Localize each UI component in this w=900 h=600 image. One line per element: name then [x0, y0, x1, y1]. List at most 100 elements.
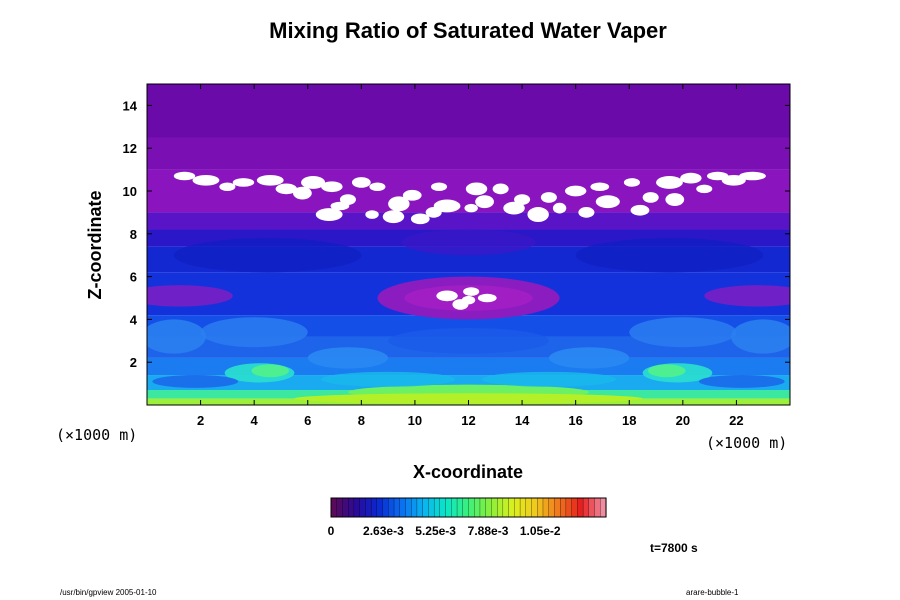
undefined-region	[492, 183, 509, 195]
y-tick-label: 2	[130, 355, 137, 370]
contour-blob	[388, 327, 549, 354]
y-axis-label: Z-coordinate	[85, 190, 105, 299]
undefined-region	[425, 207, 442, 218]
x-tick-label: 6	[304, 413, 311, 428]
colorbar-step	[468, 497, 475, 518]
contour-band	[147, 315, 790, 337]
colorbar-tick-label: 1.05e-2	[520, 524, 561, 538]
x-unit-label: (×1000 m)	[56, 426, 137, 444]
undefined-region	[680, 172, 702, 184]
undefined-region	[696, 184, 713, 194]
contour-blob	[704, 285, 790, 307]
colorbar-step	[348, 497, 355, 518]
undefined-region	[623, 178, 640, 187]
y-unit-label: (×1000 m)	[706, 434, 787, 452]
y-tick-label: 4	[130, 312, 138, 327]
y-tick-label: 8	[130, 227, 137, 242]
y-axis-ticks: 2 4 6 8 10 12 14	[123, 98, 790, 370]
colorbar-step	[433, 497, 441, 518]
colorbar-step	[416, 497, 424, 518]
contour-blob	[152, 375, 239, 388]
colorbar-step	[479, 497, 487, 518]
undefined-region	[430, 182, 448, 191]
undefined-region	[275, 183, 298, 195]
colorbar-step	[571, 497, 578, 518]
x-tick-label: 22	[729, 413, 743, 428]
colorbar-step	[359, 497, 366, 518]
undefined-region	[433, 199, 461, 213]
colorbar-step	[502, 497, 510, 518]
x-tick-label: 12	[461, 413, 475, 428]
contour-blob	[401, 229, 536, 256]
colorbar: 0 2.63e-3 5.25e-3 7.88e-3 1.05e-2	[328, 497, 607, 538]
y-tick-label: 10	[123, 184, 137, 199]
contour-blob	[173, 238, 362, 273]
x-tick-label: 18	[622, 413, 636, 428]
undefined-region	[365, 210, 379, 219]
undefined-region	[739, 171, 766, 181]
colorbar-step	[577, 497, 584, 518]
contour-blob	[147, 285, 233, 307]
colorbar-step	[399, 497, 407, 518]
undefined-region	[315, 208, 343, 221]
colorbar-step	[548, 497, 555, 518]
undefined-region	[293, 186, 312, 200]
undefined-region	[192, 174, 220, 186]
colorbar-step	[451, 497, 458, 518]
colorbar-step	[560, 497, 567, 518]
undefined-region	[382, 210, 405, 224]
undefined-region	[564, 185, 587, 197]
undefined-region	[721, 174, 746, 186]
colorbar-step	[537, 497, 544, 518]
undefined-region	[595, 195, 620, 209]
x-tick-label: 2	[197, 413, 204, 428]
x-tick-label: 16	[568, 413, 582, 428]
y-tick-label: 6	[130, 270, 137, 285]
contour-blob	[548, 347, 630, 369]
colorbar-step	[496, 497, 504, 518]
colorbar-tick-label: 7.88e-3	[468, 524, 509, 538]
colorbar-step	[330, 497, 338, 518]
colorbar-step	[542, 497, 550, 518]
undefined-region	[436, 290, 458, 302]
x-tick-label: 10	[408, 413, 422, 428]
colorbar-step	[439, 497, 447, 518]
x-tick-label: 4	[251, 413, 259, 428]
colorbar-step	[445, 497, 452, 518]
undefined-region	[301, 176, 326, 189]
colorbar-step	[342, 497, 349, 518]
contour-band	[147, 84, 790, 138]
time-label: t=7800 s	[650, 541, 698, 555]
colorbar-step	[365, 497, 372, 518]
colorbar-step	[353, 497, 361, 518]
colorbar-step	[393, 497, 401, 518]
undefined-region	[665, 193, 685, 206]
colorbar-step	[594, 497, 601, 518]
undefined-region	[173, 171, 196, 181]
contour-band	[147, 137, 790, 170]
contour-blob	[731, 319, 790, 354]
contour-band	[147, 357, 790, 376]
colorbar-tick-labels: 0 2.63e-3 5.25e-3 7.88e-3 1.05e-2	[328, 524, 561, 538]
undefined-region	[514, 194, 531, 205]
undefined-region	[465, 182, 488, 196]
x-tick-label: 8	[358, 413, 365, 428]
undefined-region	[503, 201, 525, 215]
colorbar-step	[485, 497, 492, 518]
colorbar-step	[376, 497, 384, 518]
colorbar-step	[554, 497, 561, 518]
colorbar-step	[491, 497, 498, 518]
chart-title: Mixing Ratio of Saturated Water Vaper	[269, 18, 667, 43]
colorbar-step	[370, 497, 378, 518]
contour-blob	[251, 364, 289, 378]
undefined-region	[477, 293, 497, 303]
undefined-region	[463, 287, 480, 296]
colorbar-step	[519, 497, 527, 518]
contour-blob	[629, 317, 737, 348]
y-tick-label: 14	[123, 98, 138, 113]
colorbar-step	[428, 497, 435, 518]
undefined-region	[464, 203, 478, 213]
colorbar-swatches	[330, 497, 607, 518]
contour-band	[147, 212, 790, 230]
